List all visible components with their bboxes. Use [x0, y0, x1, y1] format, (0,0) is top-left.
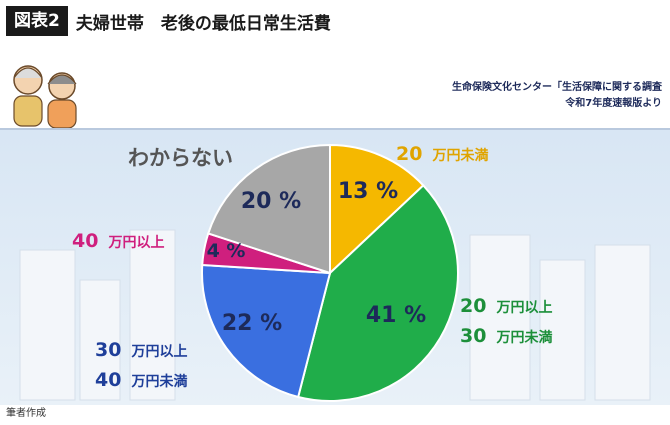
elderly-couple-illustration	[13, 65, 77, 129]
pie-slice-0	[329, 143, 425, 276]
author-credit: 筆者作成	[6, 408, 46, 419]
illustration-banner	[0, 48, 670, 130]
slice-percent-label-2: 22 %	[222, 311, 282, 336]
divider	[0, 128, 670, 131]
pie-slice-2	[201, 263, 332, 399]
slice-percent-label-4: 20 %	[241, 189, 301, 214]
slice-category-label-0-0: 20 万円未満	[396, 143, 488, 165]
city-skyline	[19, 229, 651, 401]
slice-category-label-2-0: 30 万円以上	[95, 339, 187, 361]
slice-category-label-1-0: 20 万円以上	[460, 295, 552, 317]
pie-slice-1	[296, 183, 459, 402]
slice-category-label-3-0: 40 万円以上	[72, 230, 164, 252]
figure-badge: 図表2	[6, 6, 68, 36]
slice-percent-label-1: 41 %	[366, 303, 426, 328]
slice-percent-label-0: 13 %	[338, 179, 398, 204]
slice-category-label-4-0: わからない	[128, 146, 233, 170]
slice-percent-label-3: 4 %	[207, 240, 246, 262]
pie-slice-4	[207, 143, 331, 275]
header: 図表2 夫婦世帯 老後の最低日常生活費	[0, 0, 670, 42]
source-note: 生命保険文化センター「生活保障に関する調査 令和7年度速報版より	[452, 80, 662, 112]
slice-category-label-1-1: 30 万円未満	[460, 325, 552, 347]
chart-title: 夫婦世帯 老後の最低日常生活費	[75, 13, 331, 34]
source-line-1: 生命保険文化センター「生活保障に関する調査	[452, 82, 662, 93]
slice-category-label-2-1: 40 万円未満	[95, 369, 187, 391]
source-line-2: 令和7年度速報版より	[565, 98, 662, 109]
